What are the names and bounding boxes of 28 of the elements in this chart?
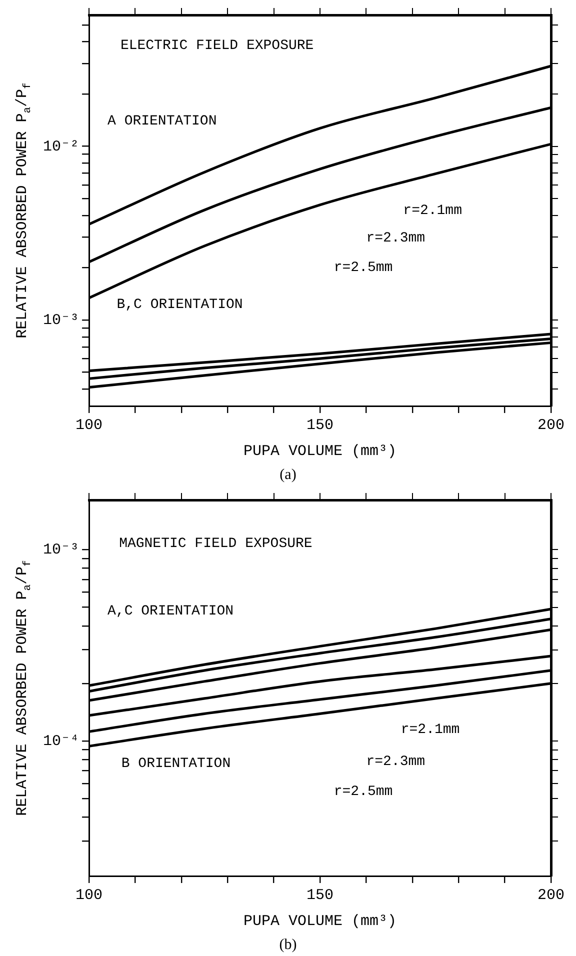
x-axis-title: PUPA VOLUME (mm³) (244, 912, 397, 930)
annotation: r=2.3mm (366, 754, 426, 770)
x-axis-title: PUPA VOLUME (mm³) (244, 442, 397, 460)
x-tick-label: 200 (537, 886, 565, 904)
annotation: A ORIENTATION (108, 113, 217, 130)
y-tick-label: 10⁻² (42, 138, 80, 156)
y-tick-label: 10⁻³ (42, 542, 80, 559)
annotation: ELECTRIC FIELD EXPOSURE (120, 38, 314, 54)
x-tick-label: 200 (537, 416, 565, 434)
x-tick-label: 150 (306, 886, 334, 904)
annotation: r=2.5mm (334, 260, 393, 276)
y-axis-title: RELATIVE ABSORBED POWER Pa/Pf (14, 82, 34, 338)
annotation: r=2.1mm (403, 203, 462, 220)
annotation: r=2.3mm (366, 230, 426, 247)
y-axis-title: RELATIVE ABSORBED POWER Pa/Pf (14, 560, 34, 816)
text: (b) (278, 936, 298, 955)
x-tick-label: 100 (76, 416, 103, 434)
annotation: r=2.5mm (334, 784, 393, 800)
x-tick-label: 100 (76, 886, 103, 904)
annotation: B ORIENTATION (121, 756, 231, 772)
annotation: r=2.1mm (400, 722, 460, 738)
x-tick-label: 150 (306, 416, 334, 434)
annotation: A,C ORIENTATION (108, 604, 234, 620)
annotation: MAGNETIC FIELD EXPOSURE (119, 536, 312, 552)
y-tick-label: 10⁻³ (42, 312, 80, 330)
text: (a) (278, 466, 298, 485)
annotation: B,C ORIENTATION (116, 297, 243, 314)
y-tick-label: 10⁻⁴ (42, 733, 80, 750)
